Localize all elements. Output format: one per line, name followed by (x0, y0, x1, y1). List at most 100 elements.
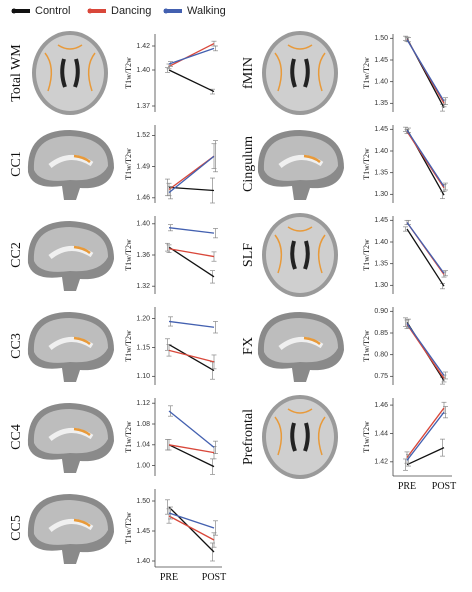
brain-tissue (36, 35, 104, 111)
series-line (168, 410, 215, 448)
y-tick-label: 1.40 (136, 67, 150, 74)
y-tick-label: 1.00 (136, 462, 150, 469)
series-line (168, 444, 215, 468)
series-line (168, 69, 215, 93)
y-tick-label: 1.08 (136, 421, 150, 428)
region-label: Total WM (9, 44, 24, 102)
y-axis-label: T1w/T2w (124, 330, 133, 362)
y-tick-label: 1.44 (374, 430, 388, 437)
error-bar (213, 520, 218, 536)
brain-tissue (266, 399, 334, 475)
region-label: CC1 (9, 151, 24, 177)
tract (73, 427, 91, 436)
error-bar (211, 251, 217, 262)
tract (274, 44, 326, 92)
y-axis-label: T1w/T2w (362, 148, 371, 180)
series-line (168, 155, 215, 194)
series-line (168, 512, 215, 529)
y-tick-label: 1.12 (136, 400, 150, 407)
y-tick-label: 1.50 (136, 498, 150, 505)
series-line (168, 343, 215, 372)
error-bar (213, 45, 218, 52)
brain-tissue (266, 35, 334, 111)
series-line (168, 246, 215, 278)
series-line (406, 407, 445, 458)
y-tick-label: 1.15 (136, 344, 150, 351)
y-tick-label: 1.50 (374, 35, 388, 42)
series-line (406, 447, 445, 466)
y-tick-label: 1.46 (374, 402, 388, 409)
legend-dot (87, 8, 93, 14)
error-bar (443, 371, 448, 380)
series-line (406, 228, 445, 287)
series-line (406, 222, 445, 274)
y-tick-label: 1.45 (374, 57, 388, 64)
error-bar (443, 270, 448, 277)
legend-label: Dancing (111, 5, 151, 17)
series-line (168, 320, 215, 328)
error-bar (211, 354, 217, 370)
y-tick-label: 1.40 (374, 239, 388, 246)
tract (73, 245, 91, 254)
tract (44, 44, 96, 92)
y-tick-label: 0.80 (374, 352, 388, 359)
region-label: SLF (241, 243, 256, 267)
region-label: fMIN (241, 57, 256, 89)
y-tick-label: 1.40 (374, 148, 388, 155)
ventricle (290, 240, 310, 270)
error-bar (443, 406, 448, 419)
error-bar (166, 344, 172, 357)
region-label: Cingulum (241, 136, 256, 192)
brain-image (27, 221, 115, 291)
y-tick-label: 1.04 (136, 442, 150, 449)
tract (274, 408, 326, 456)
error-bar (210, 270, 215, 284)
y-tick-label: 1.45 (374, 126, 388, 133)
y-tick-label: 1.52 (136, 132, 150, 139)
brain-tissue (266, 217, 334, 293)
series-line (168, 349, 215, 363)
region-label: Prefrontal (241, 409, 256, 465)
y-tick-label: 1.42 (374, 459, 388, 466)
region-label: CC4 (9, 424, 24, 450)
error-bar (213, 321, 218, 334)
series-line (406, 131, 445, 189)
y-axis-label: T1w/T2w (124, 421, 133, 453)
y-tick-label: 1.35 (374, 261, 388, 268)
region-label: CC5 (9, 515, 24, 541)
x-tick-label: POST (202, 572, 226, 583)
y-tick-label: 1.46 (136, 195, 150, 202)
region-label: CC2 (9, 242, 24, 268)
brain-image (257, 312, 344, 382)
y-tick-label: 1.37 (136, 103, 150, 110)
brain-image (27, 403, 115, 473)
error-bar (443, 97, 448, 105)
y-tick-label: 1.10 (136, 373, 150, 380)
y-axis-label: T1w/T2w (124, 148, 133, 180)
error-bar (213, 440, 218, 454)
series-line (168, 248, 215, 258)
brain-image (27, 494, 115, 564)
brain-image (262, 395, 338, 479)
error-bar (406, 454, 411, 467)
tract (73, 336, 91, 345)
y-axis-label: T1w/T2w (362, 239, 371, 271)
y-tick-label: 0.90 (374, 308, 388, 315)
tract (73, 518, 91, 527)
error-bar (213, 140, 218, 173)
legend-label: Control (35, 5, 70, 17)
y-axis-label: T1w/T2w (362, 421, 371, 453)
series-line (406, 323, 445, 379)
series-line (406, 323, 445, 376)
y-tick-label: 1.40 (374, 79, 388, 86)
series-line (168, 186, 215, 192)
legend-dot (11, 8, 17, 14)
brain-image (32, 31, 108, 115)
y-tick-label: 1.35 (374, 100, 388, 107)
y-axis-label: T1w/T2w (124, 512, 133, 544)
error-bar (210, 458, 215, 475)
y-tick-label: 1.49 (136, 163, 150, 170)
y-tick-label: 1.32 (136, 283, 150, 290)
tract (303, 336, 321, 345)
series-line (168, 515, 215, 541)
